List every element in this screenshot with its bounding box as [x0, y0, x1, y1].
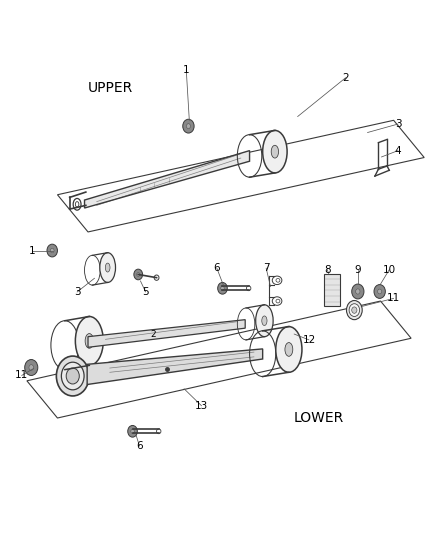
- Ellipse shape: [352, 307, 357, 313]
- Text: 8: 8: [324, 265, 331, 274]
- Ellipse shape: [25, 360, 38, 375]
- Polygon shape: [324, 274, 340, 306]
- Ellipse shape: [378, 289, 381, 294]
- Ellipse shape: [356, 289, 360, 294]
- Ellipse shape: [218, 282, 227, 294]
- Ellipse shape: [285, 343, 293, 356]
- Ellipse shape: [134, 269, 143, 280]
- Ellipse shape: [50, 248, 54, 253]
- Ellipse shape: [263, 131, 287, 173]
- Text: 3: 3: [74, 287, 81, 297]
- Text: 3: 3: [395, 119, 401, 129]
- Ellipse shape: [349, 304, 360, 317]
- Text: 2: 2: [343, 73, 349, 83]
- Text: 6: 6: [136, 441, 143, 451]
- Text: 11: 11: [387, 293, 400, 303]
- Ellipse shape: [256, 305, 273, 337]
- Text: 6: 6: [213, 263, 220, 273]
- Ellipse shape: [374, 285, 385, 298]
- Text: 7: 7: [263, 263, 269, 273]
- Polygon shape: [88, 320, 245, 348]
- Ellipse shape: [61, 362, 84, 390]
- Text: LOWER: LOWER: [293, 411, 343, 425]
- Text: UPPER: UPPER: [88, 82, 133, 95]
- Text: 1: 1: [183, 65, 190, 75]
- Ellipse shape: [276, 327, 302, 372]
- Ellipse shape: [66, 368, 79, 384]
- Ellipse shape: [221, 286, 224, 290]
- Ellipse shape: [183, 119, 194, 133]
- Ellipse shape: [271, 146, 279, 158]
- Text: 9: 9: [354, 265, 361, 274]
- Ellipse shape: [29, 365, 34, 370]
- Ellipse shape: [105, 263, 110, 272]
- Ellipse shape: [352, 284, 364, 299]
- Text: 11: 11: [15, 370, 28, 381]
- Ellipse shape: [100, 253, 116, 282]
- Ellipse shape: [137, 272, 140, 276]
- Text: 10: 10: [383, 265, 396, 274]
- Ellipse shape: [128, 425, 138, 437]
- Text: 5: 5: [142, 287, 149, 297]
- Ellipse shape: [85, 334, 94, 348]
- Text: 2: 2: [151, 330, 156, 339]
- Polygon shape: [87, 349, 263, 384]
- Ellipse shape: [75, 317, 103, 366]
- Text: 12: 12: [302, 335, 315, 345]
- Ellipse shape: [131, 429, 134, 433]
- Polygon shape: [85, 151, 250, 208]
- Ellipse shape: [57, 356, 89, 396]
- Ellipse shape: [47, 244, 57, 257]
- Ellipse shape: [187, 124, 191, 128]
- Ellipse shape: [346, 301, 362, 320]
- Text: 13: 13: [195, 401, 208, 411]
- Ellipse shape: [262, 316, 267, 326]
- Text: 1: 1: [29, 246, 35, 255]
- Text: 4: 4: [395, 146, 401, 156]
